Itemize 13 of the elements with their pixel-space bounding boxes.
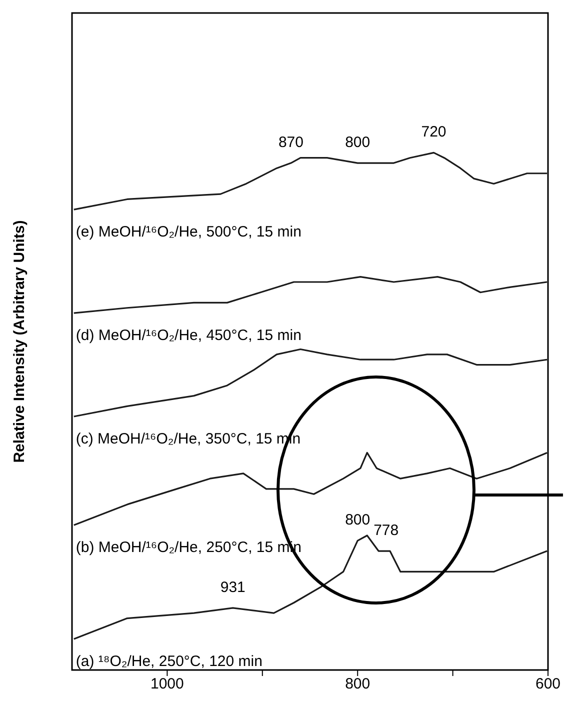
y-axis-title: Relative Intensity (Arbitrary Units) [11, 220, 28, 463]
annotation: 720 [421, 124, 446, 141]
annotation: 778 [374, 522, 399, 540]
annotation: 800 [345, 512, 370, 529]
x-tick-label: 800 [345, 676, 370, 693]
annotation: 870 [278, 134, 304, 152]
annotation: 931 [220, 578, 246, 596]
annotation: 800 [345, 134, 370, 152]
x-tick-label: 600 [535, 676, 561, 693]
series-label: (a) ¹⁸O₂/He, 250°C, 120 min [76, 652, 262, 670]
series-label: (e) MeOH/¹⁶O₂/He, 500°C, 15 min [76, 224, 302, 241]
series-label: (d) MeOH/¹⁶O₂/He, 450°C, 15 min [76, 327, 302, 344]
x-tick-label: 1000 [150, 676, 184, 693]
